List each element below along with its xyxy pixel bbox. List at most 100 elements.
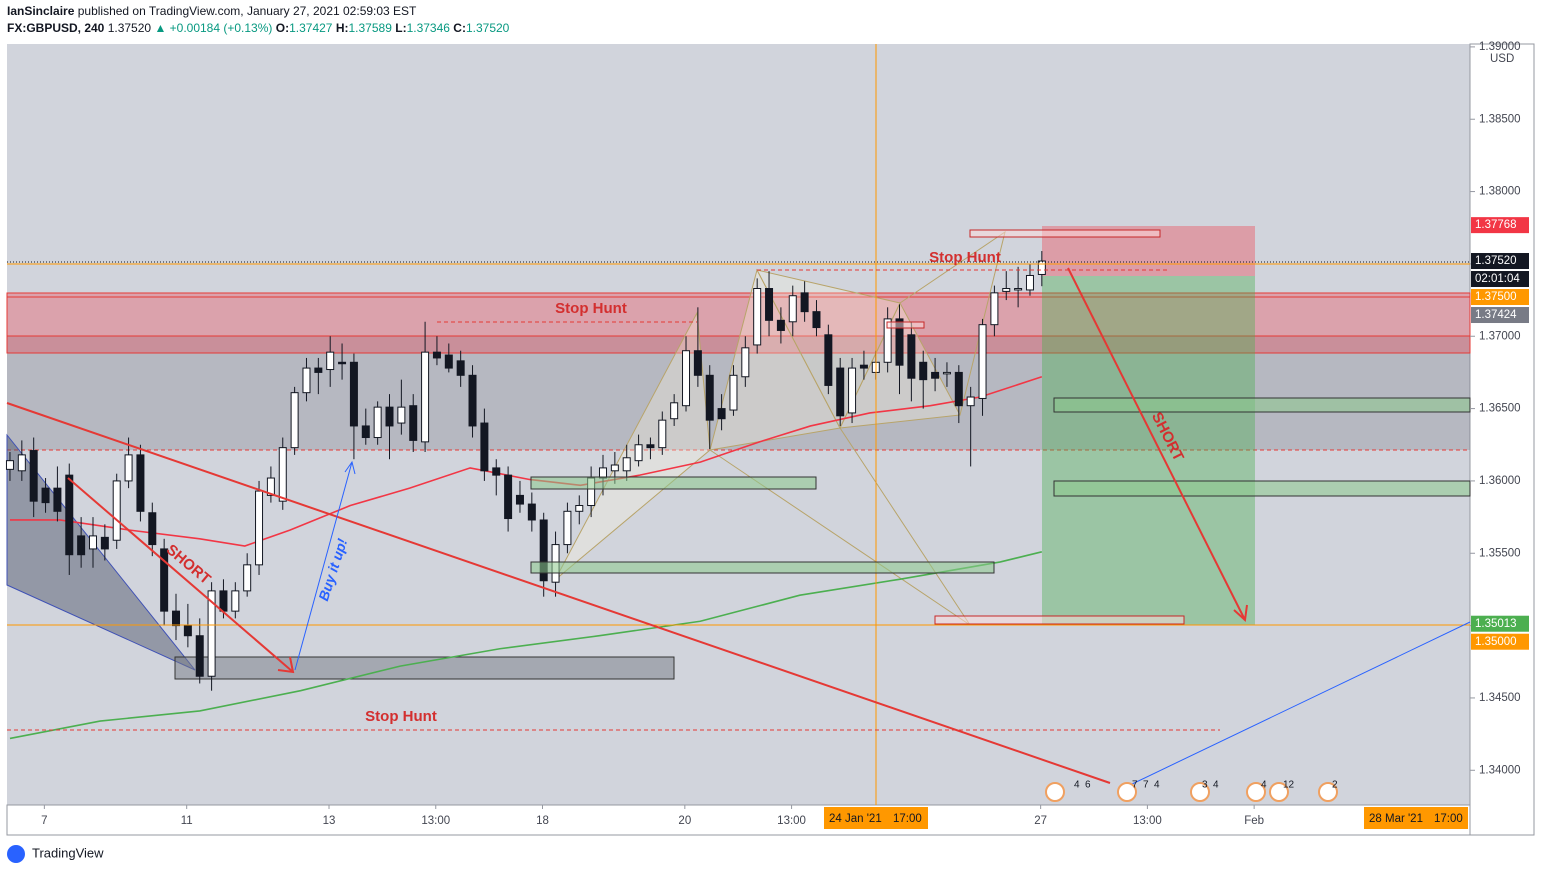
arrow [294,461,353,671]
ohlc-key: H: [336,21,349,35]
last: 1.37520 [108,21,152,35]
candle-body [634,444,643,462]
candle-body [397,406,406,424]
x-tick-label: 20 [678,815,691,827]
y-tick-label: 1.35500 [1479,547,1521,559]
candle-body [812,311,821,329]
event-count: 4 [1074,780,1080,791]
ohlc-key: L: [395,21,406,35]
candle-body [776,319,785,331]
supply-zone [6,292,1471,354]
candle-body [255,490,264,566]
price-label-text: 1.35013 [1475,618,1517,630]
ohlc-value: 1.37589 [349,21,393,35]
arrow-head [1233,604,1248,623]
moving-average [9,551,1043,740]
ohlc-value: 1.37520 [466,21,510,35]
arrow [67,477,294,673]
candle-body [693,350,702,376]
candle-body [848,367,857,414]
candle-body [480,422,489,472]
candle-body [207,590,216,677]
annotation: Stop Hunt [555,300,627,317]
event-count: 4 [1154,780,1160,791]
candle-body [53,487,62,512]
candle-body [1002,288,1011,292]
price-label [1471,615,1529,632]
trend-line [6,402,1111,784]
arrow-head [277,656,295,674]
event-count: 4 [1213,780,1219,791]
drawings-under [6,226,1471,740]
x-tick-label: 13:00 [421,815,450,827]
moving-average [9,375,1043,547]
currency: USD [1490,53,1514,65]
candle-body [1025,274,1034,291]
price-label [1471,307,1529,324]
candle-body [160,548,169,612]
candle-body [610,464,619,472]
price-label [1471,217,1529,234]
event-count: 2 [1332,780,1338,791]
symbol: FX:GBPUSD, 240 [7,21,105,35]
candle-body [824,334,833,386]
candle-body [836,367,845,417]
candle-body [575,505,584,512]
candle-body [527,503,536,521]
zone-box [530,476,817,490]
event-count: 7 [1132,780,1138,791]
target-zone [1042,276,1255,625]
candle-body [800,292,809,313]
candle-body [124,454,133,482]
symbol-line: FX:GBPUSD, 240 1.37520 ▲ +0.00184 (+0.13… [7,21,510,35]
candle-body [954,371,963,407]
candle-body [338,361,347,365]
annotation: Stop Hunt [929,249,1001,266]
zone-box [934,615,1185,625]
x-tick-label: 13:00 [1133,815,1162,827]
price-label-text: 02:01:04 [1475,273,1520,285]
candle-body [729,374,738,411]
y-tick-label: 1.38000 [1479,186,1521,198]
event-count: 4 [1261,780,1267,791]
x-tick-label: Feb [1244,815,1264,827]
event-count: 7 [1143,780,1149,791]
candle-body [290,392,299,449]
candle-body [741,347,750,378]
zone-box [969,229,1161,238]
change: ▲ +0.00184 (+0.13%) [154,21,272,35]
candle-body [5,460,14,470]
candle-body [931,371,940,379]
candle-body [266,477,275,496]
candle-body [622,457,631,472]
candle-body [302,367,311,394]
zone-box [174,656,675,680]
candle-body [753,288,762,346]
candle-body [717,408,726,420]
candle-body [504,474,513,520]
y-tick-label: 1.36500 [1479,403,1521,415]
x-tick-label: 7 [41,815,47,827]
event-icon [1246,782,1266,802]
zone-box [1053,480,1471,497]
arrow-head [344,460,356,475]
candle-body [172,610,181,627]
candle-body [409,405,418,441]
y-tick-label: 1.37000 [1479,330,1521,342]
x-tick-label: 11 [181,815,193,827]
candle-body [148,512,157,546]
ohlc-key: O: [276,21,289,35]
candle-body [942,371,951,375]
crosshair-date: 24 Jan '21 [829,813,882,825]
candle-body [895,318,904,366]
candle-body [421,351,430,443]
x-tick-label: 27 [1034,815,1047,827]
candle-body [219,590,228,612]
candle-body [990,292,999,326]
price-label-text: 1.37768 [1475,219,1517,231]
candle-body [456,360,465,376]
candle-body [65,474,74,556]
candle-body [88,535,97,550]
pattern [554,311,711,581]
